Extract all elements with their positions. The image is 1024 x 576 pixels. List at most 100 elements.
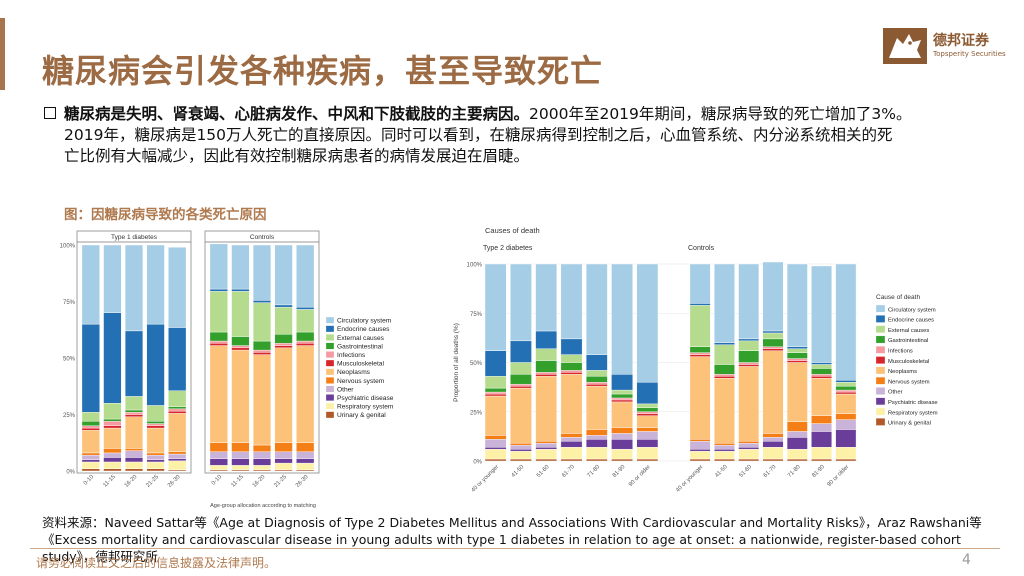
bar-segment-gastrointestinal bbox=[484, 387, 507, 393]
bar-segment-urinary-genital bbox=[689, 458, 711, 462]
bar-segment-respiratory-system bbox=[510, 450, 532, 460]
bar-segment-musculoskeletal bbox=[209, 343, 228, 346]
bar-segment-urinary-genital bbox=[146, 468, 165, 472]
bar-segment-external-causes bbox=[585, 370, 608, 377]
bar-segment-infections bbox=[81, 425, 100, 429]
bar-segment-infections bbox=[146, 423, 165, 426]
bar-segment-endocrine-causes bbox=[168, 327, 187, 391]
bar-segment-circulatory-system bbox=[209, 243, 228, 290]
legend-label-infections: Infections bbox=[337, 352, 366, 359]
bar-segment-nervous-system bbox=[786, 421, 808, 432]
bar-segment-infections bbox=[811, 374, 832, 377]
x-tick-label: 81-90 bbox=[811, 464, 826, 479]
bar-segment-urinary-genital bbox=[786, 458, 808, 462]
wolf-head-icon bbox=[883, 28, 927, 64]
legend-label-psychiatric-disease: Psychiatric disease bbox=[888, 400, 938, 406]
x-tick-label: 26-30 bbox=[167, 474, 182, 489]
bar-segment-gastrointestinal bbox=[835, 385, 857, 391]
x-tick-label: 61-70 bbox=[561, 464, 576, 479]
legend-swatch-nervous-system bbox=[875, 376, 886, 385]
bar-segment-psychiatric-disease bbox=[168, 458, 187, 462]
bar-segment-musculoskeletal bbox=[611, 399, 633, 403]
bar-segment-psychiatric-disease bbox=[296, 458, 315, 464]
bar-segment-musculoskeletal bbox=[560, 372, 583, 375]
bar-segment-endocrine-causes bbox=[209, 288, 228, 292]
page-number: 4 bbox=[962, 552, 971, 568]
legend-swatch-psychiatric-disease bbox=[875, 397, 886, 406]
bar-segment-neoplasms bbox=[209, 345, 228, 443]
bar-segment-infections bbox=[689, 352, 711, 355]
bar-segment-endocrine-causes bbox=[274, 304, 293, 308]
bar-segment-other bbox=[689, 441, 711, 450]
bar-segment-psychiatric-disease bbox=[274, 458, 293, 464]
bar-segment-other bbox=[209, 451, 228, 459]
bar-segment-gastrointestinal bbox=[146, 421, 165, 424]
bar-segment-psychiatric-disease bbox=[81, 459, 100, 463]
bar-segment-musculoskeletal bbox=[510, 385, 532, 389]
bar-segment-other bbox=[168, 453, 187, 459]
bar-segment-infections bbox=[103, 421, 122, 426]
bar-segment-gastrointestinal bbox=[636, 407, 659, 412]
legend-swatch-external-causes bbox=[325, 334, 335, 341]
bar-segment-infections bbox=[296, 340, 315, 344]
legend-label-circulatory-system: Circulatory system bbox=[337, 318, 392, 325]
bar-segment-endocrine-causes bbox=[81, 323, 100, 413]
bar-segment-endocrine-causes bbox=[585, 354, 608, 371]
x-tick-label: 41-50 bbox=[511, 464, 526, 479]
legend-swatch-infections bbox=[325, 351, 335, 358]
bar-segment-musculoskeletal bbox=[762, 348, 784, 351]
legend-label-respiratory-system: Respiratory system bbox=[888, 410, 938, 416]
bar-segment-infections bbox=[835, 389, 857, 393]
bar-segment-psychiatric-disease bbox=[560, 441, 583, 448]
bar-segment-urinary-genital bbox=[811, 458, 832, 462]
bar-segment-external-causes bbox=[811, 364, 832, 369]
bullet-text-2: 2019年，糖尿病是150万人死亡的直接原因。同时可以看到，在糖尿病得到控制之后… bbox=[64, 126, 893, 144]
bar-segment-urinary-genital bbox=[535, 458, 558, 462]
bar-segment-infections bbox=[535, 372, 558, 375]
bar-segment-circulatory-system bbox=[124, 244, 144, 332]
legend-label-urinary-genital: Urinary & genital bbox=[337, 412, 386, 419]
bar-segment-external-causes bbox=[168, 390, 187, 407]
bar-segment-respiratory-system bbox=[103, 461, 122, 469]
bar-segment-circulatory-system bbox=[81, 244, 100, 325]
bar-segment-urinary-genital bbox=[81, 468, 100, 472]
bar-segment-external-causes bbox=[714, 344, 735, 365]
legend-swatch-infections bbox=[875, 346, 886, 354]
x-tick-label: 21-25 bbox=[273, 474, 288, 489]
bar-segment-circulatory-system bbox=[274, 244, 293, 306]
bar-segment-musculoskeletal bbox=[636, 413, 659, 416]
bar-segment-neoplasms bbox=[252, 354, 272, 446]
x-tick-label: 90 or older bbox=[628, 464, 652, 488]
x-tick-label: 16-20 bbox=[252, 474, 267, 489]
y-tick-label: 75% bbox=[63, 300, 76, 306]
bar-segment-gastrointestinal bbox=[811, 368, 832, 375]
bar-segment-psychiatric-disease bbox=[738, 447, 760, 450]
legend-swatch-musculoskeletal bbox=[325, 359, 335, 367]
bar-segment-gastrointestinal bbox=[103, 418, 122, 422]
bar-segment-psychiatric-disease bbox=[835, 429, 857, 448]
bar-segment-gastrointestinal bbox=[274, 334, 293, 344]
bar-segment-other bbox=[811, 423, 832, 432]
bullet-text-1: 2000年至2019年期间，糖尿病导致的死亡增加了3%。 bbox=[529, 105, 912, 123]
legend-swatch-gastrointestinal bbox=[325, 342, 335, 350]
bar-segment-neoplasms bbox=[274, 347, 293, 443]
bar-segment-infections bbox=[231, 345, 250, 349]
bar-segment-nervous-system bbox=[209, 442, 228, 452]
bar-segment-external-causes bbox=[484, 376, 507, 389]
bar-segment-urinary-genital bbox=[103, 468, 122, 472]
bar-segment-nervous-system bbox=[124, 448, 144, 451]
bar-segment-musculoskeletal bbox=[811, 376, 832, 379]
bar-segment-nervous-system bbox=[103, 448, 122, 454]
chart-title: Causes of death bbox=[485, 226, 540, 235]
panel-title: Type 2 diabetes bbox=[483, 245, 533, 252]
legend-swatch-neoplasms bbox=[875, 366, 886, 375]
bar-segment-external-causes bbox=[209, 291, 228, 333]
bar-segment-other bbox=[252, 451, 272, 459]
legend-label-endocrine-causes: Endocrine causes bbox=[337, 326, 390, 333]
y-tick-label: 0% bbox=[473, 460, 482, 466]
bar-segment-other bbox=[535, 443, 558, 448]
legend-swatch-circulatory-system bbox=[875, 304, 886, 313]
bar-segment-urinary-genital bbox=[835, 458, 857, 462]
bar-segment-infections bbox=[124, 412, 144, 415]
x-tick-label: 16-20 bbox=[124, 474, 139, 489]
